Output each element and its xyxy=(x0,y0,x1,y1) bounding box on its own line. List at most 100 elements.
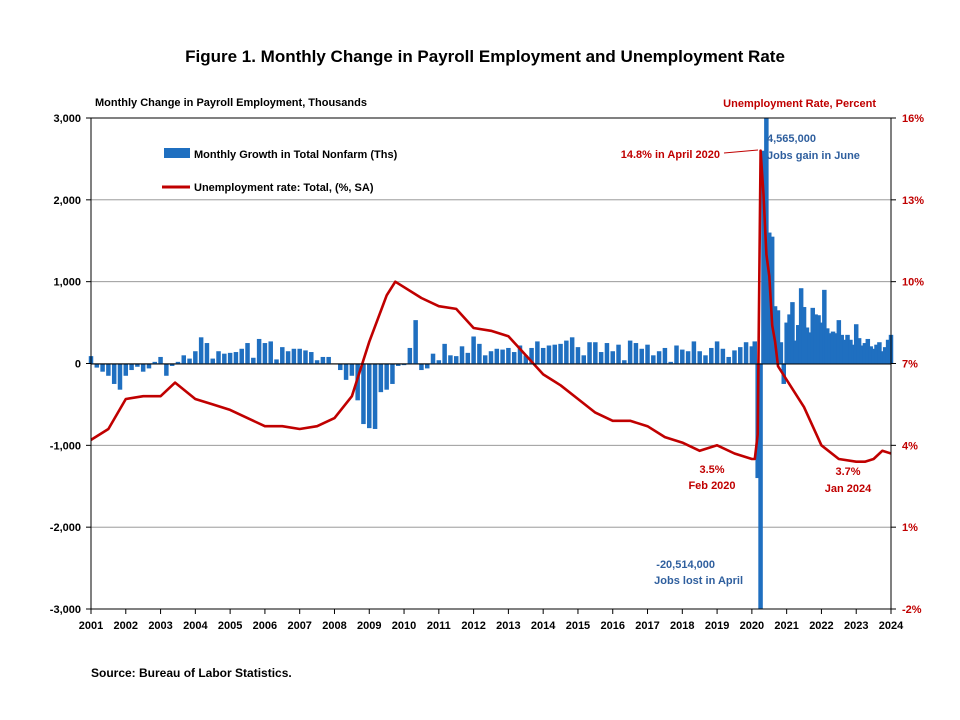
payroll-bar xyxy=(627,340,633,364)
x-tick-label: 2018 xyxy=(670,620,694,632)
payroll-bar xyxy=(726,356,731,364)
x-tick-label: 2021 xyxy=(774,620,798,632)
x-tick-label: 2012 xyxy=(461,620,485,632)
payroll-bar xyxy=(804,327,810,364)
payroll-bar xyxy=(793,340,798,364)
payroll-bar xyxy=(798,288,804,364)
x-tick-label: 2024 xyxy=(879,620,904,632)
payroll-bar xyxy=(390,363,395,384)
june-gain-value: 4,565,000 xyxy=(767,133,816,145)
payroll-bar xyxy=(384,363,389,390)
payroll-bar xyxy=(245,343,250,364)
x-tick-label: 2006 xyxy=(253,620,277,632)
payroll-bar xyxy=(94,363,100,368)
payroll-bar xyxy=(862,343,868,364)
payroll-bar xyxy=(198,337,204,364)
feb2020-label: Feb 2020 xyxy=(688,480,735,492)
payroll-bar xyxy=(885,339,891,364)
payroll-bar xyxy=(448,355,453,364)
payroll-bar xyxy=(367,363,372,429)
payroll-bar xyxy=(610,351,615,364)
payroll-bar xyxy=(129,363,134,371)
x-tick-label: 2009 xyxy=(357,620,381,632)
payroll-bar xyxy=(511,352,517,364)
legend: Monthly Growth in Total Nonfarm (Ths) Un… xyxy=(162,148,398,194)
payroll-bar xyxy=(256,338,262,364)
payroll-bar xyxy=(477,343,482,364)
left-tick-label: 1,000 xyxy=(53,277,81,289)
payroll-bar xyxy=(587,342,592,364)
payroll-bar xyxy=(790,302,795,364)
payroll-bar xyxy=(500,349,505,364)
payroll-bar xyxy=(703,355,708,364)
payroll-bar xyxy=(297,348,302,364)
payroll-bar xyxy=(152,361,158,364)
payroll-bar xyxy=(280,347,285,364)
payroll-bar xyxy=(285,351,291,364)
payroll-bar xyxy=(697,351,702,364)
x-tick-label: 2016 xyxy=(600,620,624,632)
payroll-bar xyxy=(882,347,888,364)
payroll-bar xyxy=(227,352,233,364)
payroll-bar xyxy=(413,320,418,364)
payroll-bar xyxy=(604,343,610,364)
payroll-bar xyxy=(871,348,876,364)
payroll-bar xyxy=(801,307,807,364)
payroll-bar xyxy=(482,355,488,364)
payroll-bar xyxy=(274,359,279,364)
payroll-bar xyxy=(813,314,818,364)
payroll-bar xyxy=(874,344,879,364)
chart-title: Figure 1. Monthly Change in Payroll Empl… xyxy=(185,47,785,66)
payroll-bar xyxy=(222,353,227,364)
payroll-bar xyxy=(880,351,885,364)
x-tick-label: 2013 xyxy=(496,620,520,632)
payroll-bar xyxy=(824,328,830,364)
right-tick-label: 4% xyxy=(902,440,918,452)
payroll-bar xyxy=(877,342,882,364)
payroll-bar xyxy=(465,352,471,364)
payroll-bar xyxy=(807,332,813,364)
payroll-bar xyxy=(778,342,784,364)
left-axis-title: Monthly Change in Payroll Employment, Th… xyxy=(95,97,367,109)
payroll-bar xyxy=(552,344,558,364)
left-tick-label: -3,000 xyxy=(50,604,81,616)
payroll-bar xyxy=(796,325,801,364)
payroll-bar xyxy=(830,331,836,364)
right-tick-label: 16% xyxy=(902,113,924,125)
payroll-bar xyxy=(691,341,697,364)
right-tick-label: 13% xyxy=(902,195,924,207)
june-gain-label: Jobs gain in June xyxy=(767,150,860,162)
payroll-bar xyxy=(633,343,639,364)
left-tick-label: -2,000 xyxy=(50,522,81,534)
payroll-bar xyxy=(338,363,343,371)
payroll-bar xyxy=(303,350,308,364)
payroll-bar xyxy=(616,344,621,364)
right-tick-label: 1% xyxy=(902,522,918,534)
left-tick-label: 0 xyxy=(75,359,81,371)
payroll-bar xyxy=(419,363,424,371)
payroll-bar xyxy=(853,324,859,364)
payroll-bar xyxy=(111,363,117,384)
payroll-bar xyxy=(396,363,401,366)
payroll-bar xyxy=(216,351,221,364)
payroll-bar xyxy=(326,356,331,364)
payroll-bar xyxy=(517,345,523,364)
payroll-bar xyxy=(743,342,749,364)
payroll-bar xyxy=(761,150,766,364)
payroll-bar xyxy=(598,352,604,364)
payroll-bar xyxy=(827,333,833,364)
payroll-bar xyxy=(494,348,500,364)
x-tick-label: 2015 xyxy=(566,620,590,632)
payroll-bar xyxy=(193,351,198,364)
payroll-bar xyxy=(100,363,105,372)
payroll-bar xyxy=(453,356,459,364)
right-tick-label: 10% xyxy=(902,277,924,289)
payroll-bar xyxy=(819,322,824,364)
legend-bar-label: Monthly Growth in Total Nonfarm (Ths) xyxy=(194,149,398,161)
payroll-bar xyxy=(836,320,842,364)
payroll-bar xyxy=(204,343,210,364)
payroll-bar xyxy=(181,355,186,364)
payroll-bar xyxy=(787,314,792,364)
payroll-bar xyxy=(314,360,320,364)
